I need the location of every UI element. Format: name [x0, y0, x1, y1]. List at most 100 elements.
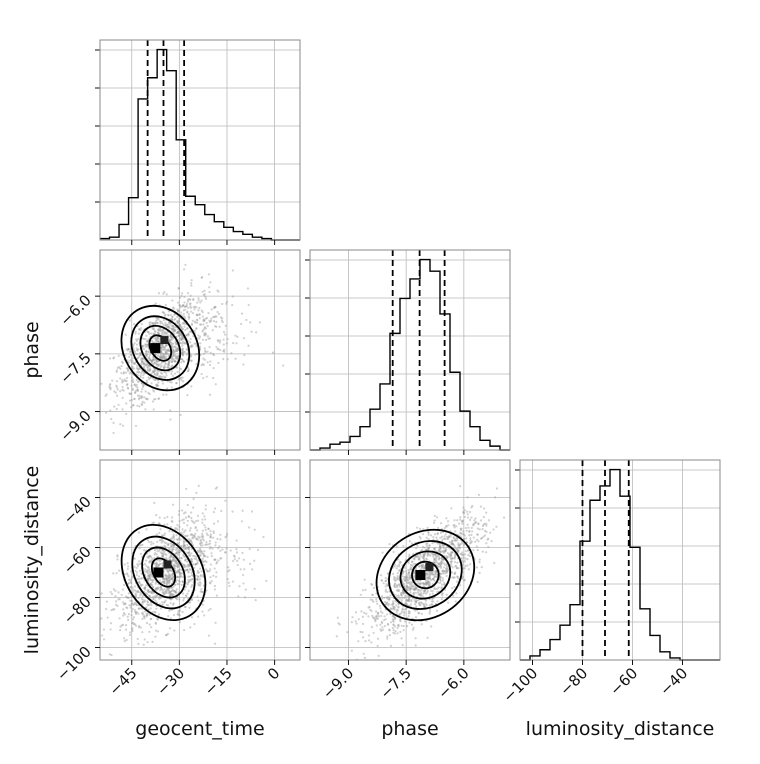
scatter-point — [150, 359, 153, 363]
scatter-point — [196, 571, 199, 574]
scatter-point — [146, 330, 150, 334]
scatter-point — [146, 600, 149, 603]
scatter-point — [169, 617, 172, 620]
scatter-point — [419, 601, 423, 604]
scatter-point — [170, 318, 173, 321]
scatter-point — [173, 564, 176, 567]
scatter-point — [449, 560, 452, 563]
scatter-point — [153, 549, 157, 552]
scatter-point — [182, 518, 185, 521]
scatter-point — [208, 581, 212, 584]
scatter-point — [224, 333, 227, 336]
scatter-point — [405, 577, 408, 580]
scatter-point — [110, 653, 113, 657]
scatter-point — [146, 566, 149, 569]
scatter-point — [189, 310, 193, 313]
scatter-point — [477, 493, 481, 496]
scatter-point — [428, 583, 431, 587]
scatter-point — [134, 602, 137, 605]
scatter-point — [120, 593, 123, 596]
scatter-point — [221, 317, 224, 320]
scatter-point — [148, 577, 151, 580]
scatter-point — [441, 558, 444, 561]
scatter-point — [445, 556, 448, 559]
scatter-point — [408, 612, 411, 615]
scatter-point — [167, 313, 170, 317]
scatter-point — [250, 510, 254, 513]
scatter-point — [116, 555, 119, 558]
scatter-point — [185, 547, 188, 551]
scatter-point — [470, 526, 473, 530]
scatter-point — [145, 334, 148, 337]
scatter-point — [141, 387, 144, 391]
scatter-point — [350, 621, 353, 624]
scatter-point — [219, 349, 222, 352]
scatter-point — [133, 397, 136, 400]
scatter-point — [147, 594, 150, 597]
scatter-point — [180, 357, 183, 361]
scatter-point — [193, 622, 196, 626]
scatter-point — [380, 620, 383, 623]
scatter-point — [407, 598, 410, 601]
scatter-point — [393, 563, 396, 566]
scatter-point — [146, 330, 149, 333]
scatter-point — [174, 590, 177, 594]
scatter-point — [189, 355, 192, 358]
scatter-point — [168, 592, 172, 595]
scatter-point — [445, 535, 449, 539]
scatter-point — [409, 591, 412, 594]
scatter-point — [158, 539, 162, 542]
scatter-point — [153, 361, 156, 365]
scatter-point — [189, 305, 192, 308]
scatter-point — [454, 539, 457, 542]
density-peak — [425, 563, 434, 571]
scatter-point — [169, 333, 172, 337]
scatter-point — [428, 612, 431, 615]
scatter-point — [445, 568, 448, 571]
scatter-point — [423, 582, 426, 585]
scatter-point — [214, 315, 217, 318]
scatter-point — [182, 599, 185, 602]
scatter-point — [130, 379, 134, 383]
scatter-point — [168, 573, 171, 576]
scatter-point — [466, 513, 469, 516]
scatter-point — [388, 633, 391, 637]
scatter-point — [445, 517, 448, 520]
scatter-point — [418, 553, 421, 556]
scatter-point — [187, 565, 190, 568]
scatter-point — [137, 612, 140, 615]
scatter-point — [418, 582, 421, 586]
scatter-point — [422, 583, 425, 586]
scatter-point — [171, 549, 174, 553]
scatter-point — [176, 347, 180, 350]
scatter-point — [174, 561, 177, 564]
scatter-point — [162, 393, 165, 396]
scatter-point — [396, 576, 399, 579]
scatter-point — [162, 292, 165, 295]
scatter-point — [414, 586, 417, 589]
scatter-point — [376, 602, 379, 605]
scatter-point — [446, 601, 450, 604]
scatter-point — [451, 566, 454, 569]
scatter-point — [170, 335, 174, 338]
scatter-point — [174, 350, 177, 353]
scatter-point — [406, 599, 409, 602]
scatter-point — [210, 580, 213, 583]
scatter-point — [437, 549, 441, 552]
scatter-point — [416, 580, 419, 583]
scatter-point — [173, 329, 177, 333]
scatter-point — [400, 593, 403, 597]
scatter-point — [137, 356, 140, 359]
scatter-point — [254, 599, 257, 602]
scatter-point — [433, 554, 437, 557]
scatter-point — [383, 596, 386, 599]
scatter-point — [126, 615, 129, 618]
scatter-point — [129, 350, 132, 353]
scatter-point — [182, 312, 185, 316]
scatter-point — [133, 362, 136, 366]
scatter-point — [412, 562, 415, 565]
scatter-point — [178, 525, 181, 528]
scatter-point — [374, 620, 377, 623]
scatter-point — [421, 545, 425, 549]
scatter-point — [447, 535, 450, 538]
